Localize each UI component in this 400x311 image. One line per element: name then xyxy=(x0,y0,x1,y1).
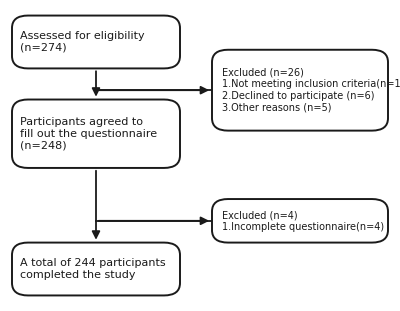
Text: Excluded (n=26)
1.Not meeting inclusion criteria(n=15)
2.Declined to participate: Excluded (n=26) 1.Not meeting inclusion … xyxy=(222,68,400,113)
FancyBboxPatch shape xyxy=(12,16,180,68)
Text: Assessed for eligibility
(n=274): Assessed for eligibility (n=274) xyxy=(20,31,145,53)
FancyBboxPatch shape xyxy=(212,199,388,243)
FancyBboxPatch shape xyxy=(212,50,388,131)
Text: A total of 244 participants
completed the study: A total of 244 participants completed th… xyxy=(20,258,166,280)
FancyBboxPatch shape xyxy=(12,243,180,295)
Text: Participants agreed to
fill out the questionnaire
(n=248): Participants agreed to fill out the ques… xyxy=(20,117,157,150)
FancyBboxPatch shape xyxy=(12,100,180,168)
Text: Excluded (n=4)
1.Incomplete questionnaire(n=4): Excluded (n=4) 1.Incomplete questionnair… xyxy=(222,210,384,232)
